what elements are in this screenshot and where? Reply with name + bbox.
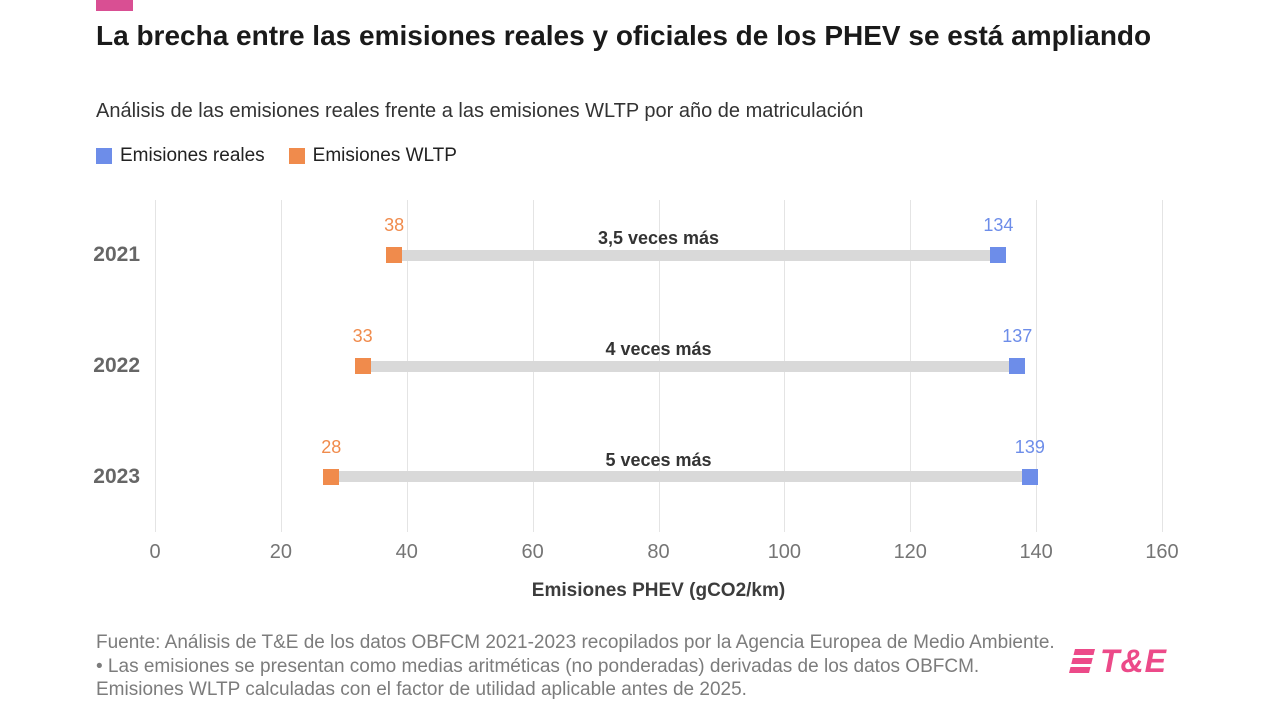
x-tick-label: 20 (269, 541, 292, 563)
y-axis-label: 2023 (93, 464, 140, 488)
plot-area: 38 134 3,5 veces más 33 137 4 veces más 28 139 5… (155, 200, 1163, 532)
wltp-marker (354, 358, 371, 374)
y-axis-labels: 2021 2022 2023 (0, 200, 140, 532)
x-tick-label: 100 (767, 541, 802, 563)
wltp-marker (386, 247, 403, 264)
y-axis-label: 2021 (93, 243, 140, 267)
legend: Emisiones reales Emisiones WLTP (96, 145, 457, 167)
real-marker (990, 247, 1007, 264)
x-tick-label: 0 (149, 541, 161, 563)
x-tick-label: 160 (1145, 541, 1179, 563)
connector-bar (362, 360, 1018, 372)
gridline (1162, 200, 1163, 532)
ratio-annotation: 4 veces más (605, 339, 712, 359)
x-axis-ticks: 0 20 40 60 80 100 120 140 160 (149, 541, 1178, 567)
chart-subtitle: Análisis de las emisiones reales frente … (96, 100, 864, 122)
gridline (280, 200, 282, 532)
accent-bar (96, 0, 133, 11)
legend-item: Emisiones WLTP (288, 145, 457, 167)
legend-label: Emisiones WLTP (312, 145, 457, 166)
x-axis-title: Emisiones PHEV (gCO2/km) (531, 580, 786, 601)
chart-title: La brecha entre las emisiones reales y o… (96, 20, 1152, 51)
x-tick-label: 40 (395, 541, 418, 563)
logo-bar-icon (1073, 649, 1095, 655)
legend-label: Emisiones reales (120, 145, 265, 166)
legend-item: Emisiones reales (96, 145, 265, 167)
ratio-annotation: 5 veces más (605, 449, 712, 470)
te-logo-text: T&E (1100, 643, 1167, 679)
gridline (1036, 200, 1038, 532)
wltp-value-label: 38 (384, 215, 405, 236)
te-logo-bars-icon (1069, 649, 1095, 673)
logo-bar-icon (1071, 658, 1093, 664)
wltp-marker (323, 468, 340, 485)
y-axis-label: 2022 (93, 354, 140, 377)
ratio-annotation: 3,5 veces más (597, 228, 720, 249)
x-tick-label: 60 (521, 541, 544, 563)
connector-bar (394, 249, 999, 261)
x-tick-label: 80 (647, 541, 670, 563)
te-logo: T&E (1069, 643, 1167, 679)
gridline (155, 200, 156, 532)
legend-swatch (288, 148, 305, 164)
logo-bar-icon (1069, 667, 1091, 673)
x-tick-label: 120 (893, 541, 927, 563)
real-marker (1009, 358, 1026, 374)
real-value-label: 134 (983, 215, 1014, 236)
wltp-value-label: 28 (321, 436, 342, 457)
connector-bar (331, 471, 1030, 483)
x-tick-label: 140 (1019, 541, 1053, 563)
real-value-label: 139 (1014, 436, 1045, 457)
real-marker (1021, 468, 1038, 485)
legend-swatch (96, 148, 112, 164)
source-note: Fuente: Análisis de T&E de los datos OBF… (96, 632, 1055, 700)
real-value-label: 137 (1002, 326, 1033, 346)
wltp-value-label: 33 (352, 326, 373, 346)
